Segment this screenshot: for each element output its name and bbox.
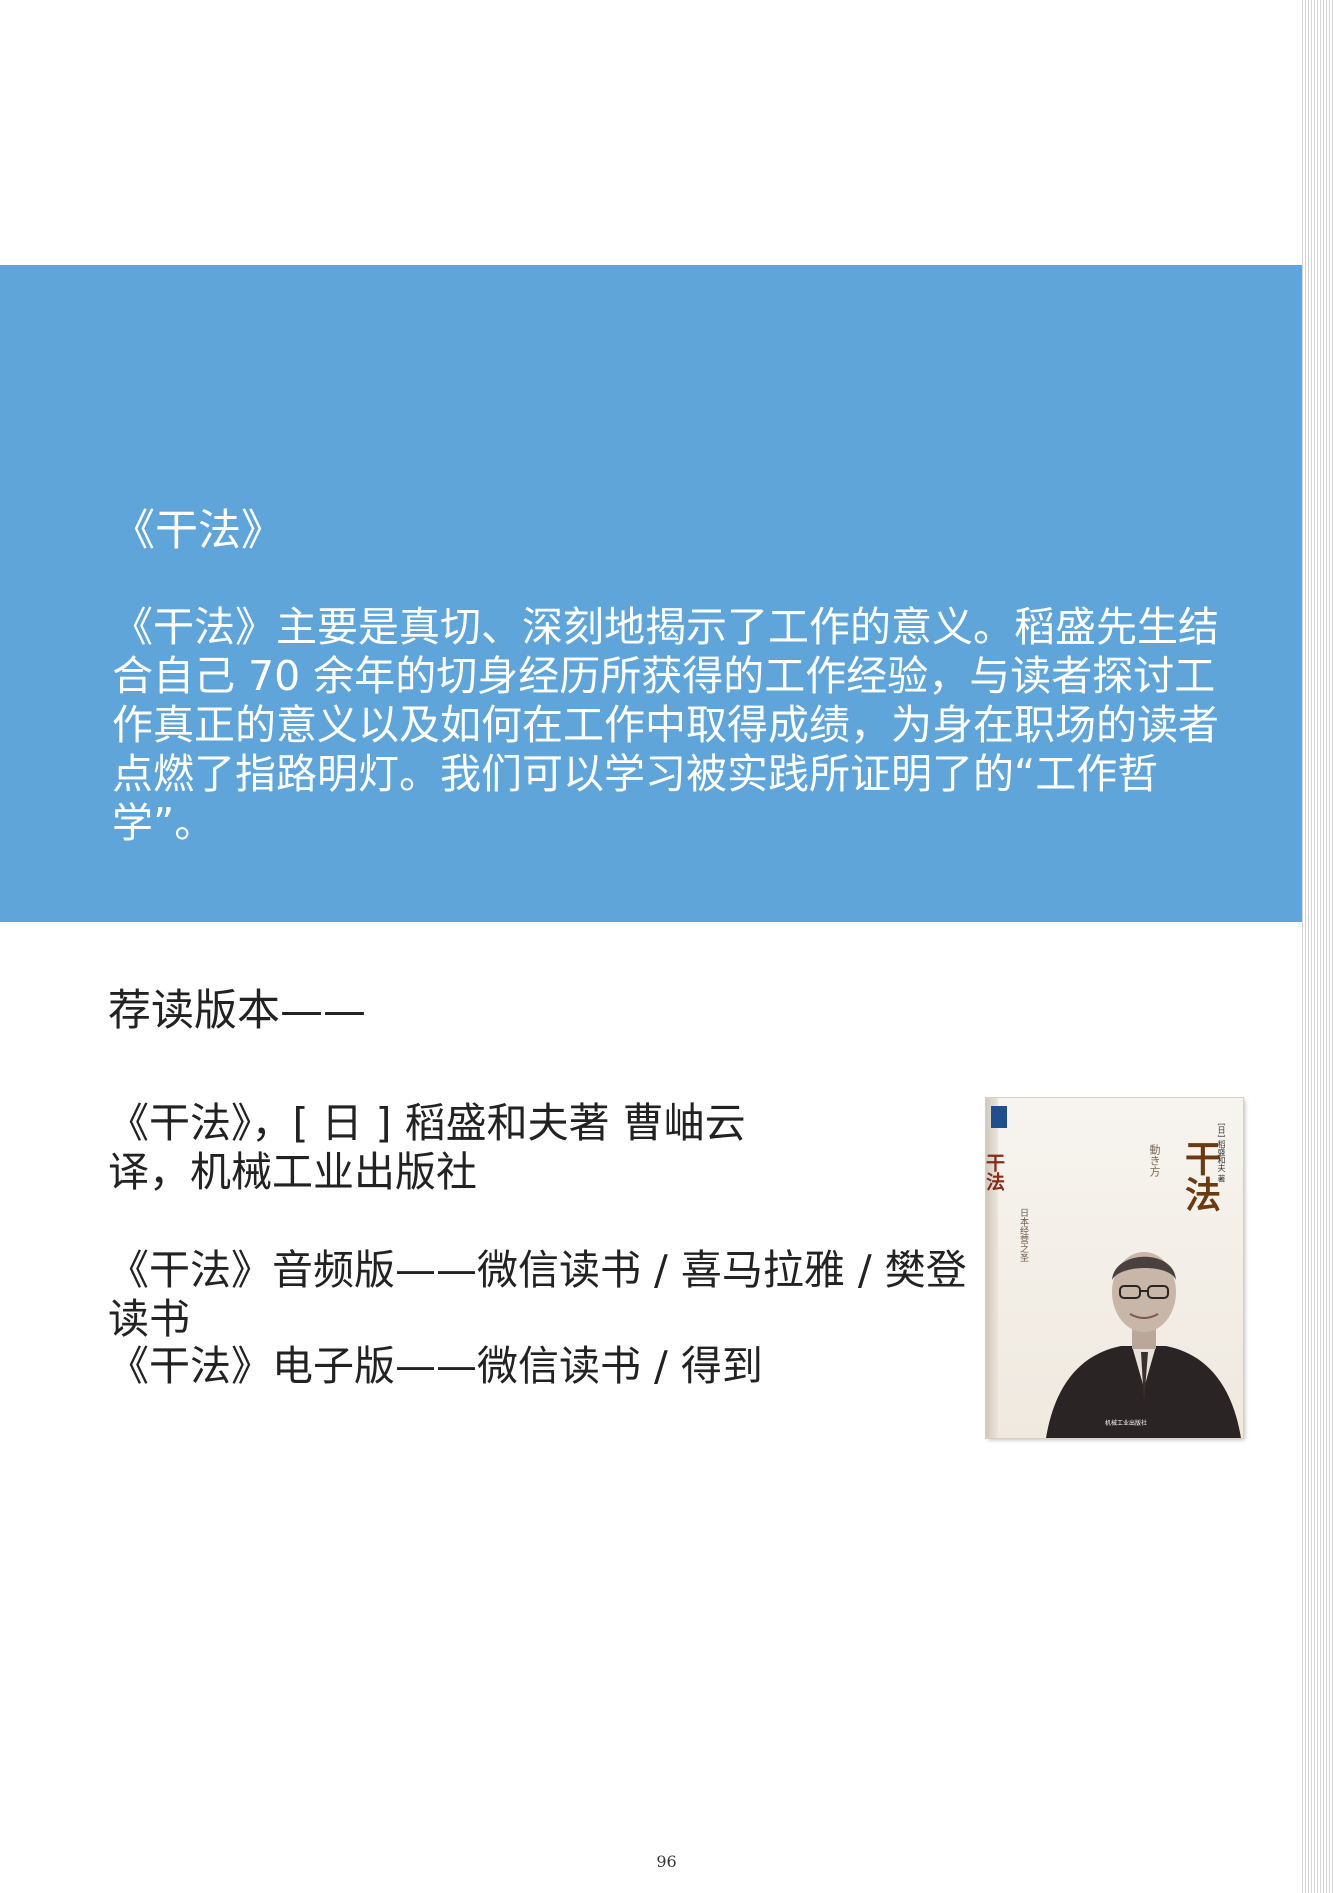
recommend-entry-print: 《干法》，[ 日 ] 稻盛和夫著 曹岫云译，机械工业出版社: [108, 1099, 746, 1196]
author-portrait: [1046, 1252, 1241, 1438]
recommend-heading: 荐读版本——: [108, 986, 366, 1036]
recommend-entry-audio: 《干法》音频版——微信读书 / 喜马拉雅 / 樊登读书: [108, 1246, 967, 1343]
page-edge: [1300, 0, 1333, 1893]
cover-subtitle: 動き方: [1148, 1144, 1161, 1177]
book-cover-image: 干法 [日] 稻盛和夫 著 干法 動き方 日本经营之圣 机械工业出版社: [986, 1098, 1243, 1438]
cover-publisher: 机械工业出版社: [1104, 1420, 1147, 1427]
section-title: 《干法》: [112, 506, 284, 556]
recommend-entry-ebook: 《干法》电子版——微信读书 / 得到: [108, 1342, 763, 1390]
cover-title: 干法: [1179, 1140, 1221, 1212]
cover-author: [日] 稻盛和夫 著: [1217, 1123, 1226, 1183]
publisher-logo-icon: [991, 1106, 1007, 1128]
summary-band: [0, 265, 1302, 922]
section-body: 《干法》主要是真切、深刻地揭示了工作的意义。稻盛先生结合自己 70 余年的切身经…: [112, 603, 1219, 847]
cover-spine: [986, 1098, 998, 1438]
cover-series: 日本经营之圣: [1018, 1208, 1028, 1262]
cover-spine-title: 干法: [986, 1153, 1005, 1191]
page-number: 96: [656, 1852, 677, 1871]
